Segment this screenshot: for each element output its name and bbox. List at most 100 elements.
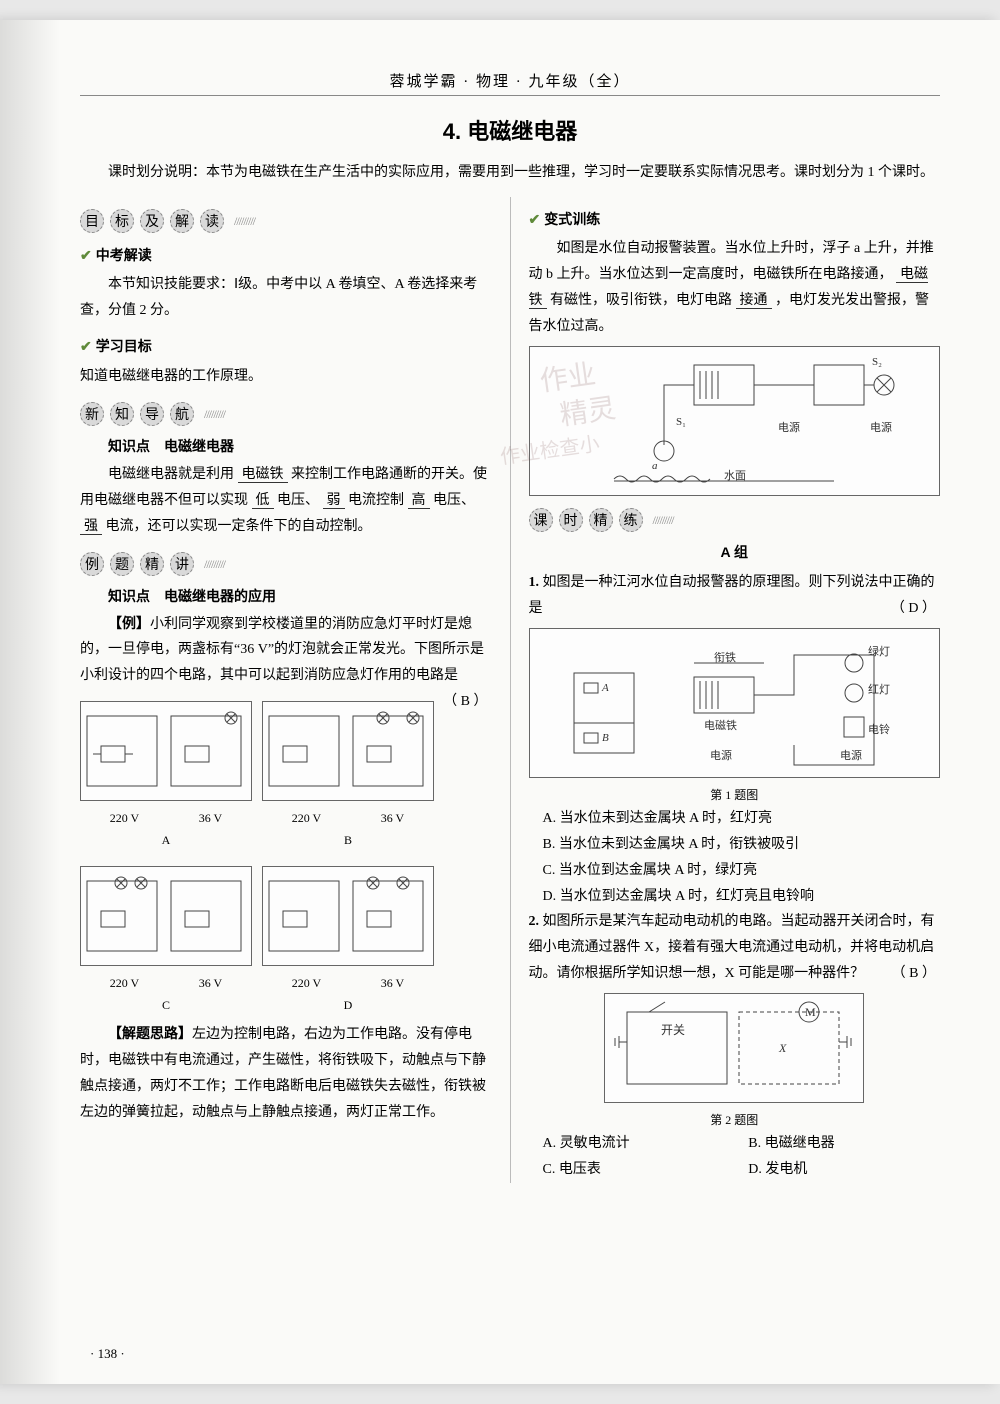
pill-char: 精 xyxy=(589,508,613,532)
left-column: 目 标 及 解 读 ///////// 中考解读 本节知识技能要求：Ⅰ级。中考中… xyxy=(80,197,492,1184)
fig-letter: D xyxy=(262,994,434,1016)
q1-option-d: D. 当水位到达金属块 A 时，红灯亮且电铃响 xyxy=(543,884,941,910)
circuit-diagram-icon xyxy=(262,866,434,966)
example-body: 【例】小利同学观察到学校楼道里的消防应急灯平时灯是熄的，一旦停电，两盏标有“36… xyxy=(80,612,492,690)
q2-option-b: B. 电磁继电器 xyxy=(748,1131,940,1157)
svg-text:电源: 电源 xyxy=(710,748,732,762)
volt-label: 36 V xyxy=(381,807,404,829)
heading-objectives: 目 标 及 解 读 ///////// xyxy=(80,209,492,233)
page: 蓉城学霸 · 物理 · 九年级（全） 4. 电磁继电器 课时划分说明：本节为电磁… xyxy=(0,20,1000,1384)
fig-label-water: 水面 xyxy=(724,469,746,482)
circuit-figure-a: 220 V 36 V A xyxy=(80,695,252,851)
q1-option-b: B. 当水位未到达金属块 A 时，衔铁被吸引 xyxy=(543,832,941,858)
solution-label: 【解题思路】 xyxy=(108,1027,192,1042)
hatch-decor: ///////// xyxy=(204,553,225,575)
hatch-decor: ///////// xyxy=(234,210,255,232)
text: 如图是水位自动报警装置。当水位上升时，浮子 a 上升，并推动 b 上升。当水位达… xyxy=(529,241,934,282)
fig-label-src: 电源 xyxy=(778,420,800,434)
q1-option-a: A. 当水位未到达金属块 A 时，红灯亮 xyxy=(543,806,941,832)
text: 电流控制 xyxy=(348,493,404,508)
circuit-figure-d: 220 V 36 V D xyxy=(262,860,434,1016)
volt-label: 220 V xyxy=(292,972,321,994)
circuit-figure-c: 220 V 36 V C xyxy=(80,860,252,1016)
volt-label: 220 V xyxy=(292,807,321,829)
q1-number: 1. xyxy=(529,575,540,590)
volt-label: 36 V xyxy=(381,972,404,994)
section-title: 4. 电磁继电器 xyxy=(80,114,940,146)
pill-char: 解 xyxy=(170,209,194,233)
pill-char: 新 xyxy=(80,402,104,426)
q1-options: A. 当水位未到达金属块 A 时，红灯亮 B. 当水位未到达金属块 A 时，衔铁… xyxy=(529,806,941,910)
q1-answer: （ D ） xyxy=(891,596,936,622)
q1-body: 1. 如图是一种江河水位自动报警器的原理图。则下列说法中正确的是 （ D ） xyxy=(529,570,941,622)
circuit-diagram-icon xyxy=(80,701,252,801)
solution-body: 【解题思路】左边为控制电路，右边为工作电路。没有停电时，电磁铁中有电流通过，产生… xyxy=(80,1022,492,1126)
pill-char: 标 xyxy=(110,209,134,233)
q2-option-a: A. 灵敏电流计 xyxy=(543,1131,735,1157)
example-label: 【例】 xyxy=(108,617,150,632)
volt-label: 36 V xyxy=(199,972,222,994)
text: 电流，还可以实现一定条件下的自动控制。 xyxy=(106,519,372,534)
q2-figure: 开关 X M xyxy=(604,993,864,1103)
q2-option-c: C. 电压表 xyxy=(543,1157,735,1183)
text: 电磁继电器就是利用 xyxy=(108,467,234,482)
text: 电压、 xyxy=(277,493,319,508)
fig-letter: A xyxy=(80,829,252,851)
pill-char: 目 xyxy=(80,209,104,233)
svg-text:M: M xyxy=(805,1005,816,1019)
svg-text:红灯: 红灯 xyxy=(868,683,890,696)
q2-number: 2. xyxy=(529,914,540,929)
svg-text:X: X xyxy=(778,1041,787,1055)
fig-letter: B xyxy=(262,829,434,851)
exam-paragraph: 本节知识技能要求：Ⅰ级。中考中以 A 卷填空、A 卷选择来考查，分值 2 分。 xyxy=(80,272,492,324)
blank-fill: 弱 xyxy=(323,493,345,509)
svg-text:电源: 电源 xyxy=(840,748,862,762)
subhead-variant: 变式训练 xyxy=(529,207,941,233)
binding-shadow xyxy=(0,20,60,1384)
pill-char: 导 xyxy=(140,402,164,426)
intro-paragraph: 课时划分说明：本节为电磁铁在生产生活中的实际应用，需要用到一些推理，学习时一定要… xyxy=(80,160,940,187)
pill-char: 课 xyxy=(529,508,553,532)
heading-newknowledge: 新 知 导 航 ///////// xyxy=(80,402,492,426)
svg-text:开关: 开关 xyxy=(661,1023,685,1037)
svg-text:A: A xyxy=(601,682,609,694)
svg-text:B: B xyxy=(602,732,609,744)
column-divider xyxy=(510,197,511,1184)
pill-char: 题 xyxy=(110,552,134,576)
text: 电压、 xyxy=(433,493,475,508)
pill-char: 航 xyxy=(170,402,194,426)
blank-fill: 电磁铁 xyxy=(238,467,288,483)
subhead-exam: 中考解读 xyxy=(80,243,492,269)
variant-figure: S₁ S₂ 电源 电源 水面 a 作业 精灵 作业检查小 xyxy=(529,346,941,496)
kp-relay-body: 电磁继电器就是利用 电磁铁 来控制工作电路通断的开关。使用电磁继电器不但可以实现… xyxy=(80,462,492,540)
hatch-decor: ///////// xyxy=(653,509,674,531)
fig-letter: C xyxy=(80,994,252,1016)
svg-text:衔铁: 衔铁 xyxy=(714,651,736,664)
subhead-goals: 学习目标 xyxy=(80,334,492,360)
q1-figure: 绿灯 红灯 电铃 衔铁 电磁铁 电源 电源 A B xyxy=(529,628,941,778)
pill-char: 练 xyxy=(619,508,643,532)
circuit-diagram-icon xyxy=(262,701,434,801)
heading-example: 例 题 精 讲 ///////// xyxy=(80,552,492,576)
pill-char: 例 xyxy=(80,552,104,576)
circuit-figure-b: 220 V 36 V B xyxy=(262,695,434,851)
pill-char: 读 xyxy=(200,209,224,233)
pill-char: 知 xyxy=(110,402,134,426)
text: 如图所示是某汽车起动电动机的电路。当起动器开关闭合时，有细小电流通过器件 X，接… xyxy=(529,914,935,981)
volt-label: 36 V xyxy=(199,807,222,829)
page-number: · 138 · xyxy=(90,1346,125,1362)
q2-body: 2. 如图所示是某汽车起动电动机的电路。当起动器开关闭合时，有细小电流通过器件 … xyxy=(529,909,941,987)
two-column-layout: 目 标 及 解 读 ///////// 中考解读 本节知识技能要求：Ⅰ级。中考中… xyxy=(80,197,940,1184)
q1-option-c: C. 当水位到达金属块 A 时，绿灯亮 xyxy=(543,858,941,884)
q2-option-d: D. 发电机 xyxy=(748,1157,940,1183)
svg-text:电铃: 电铃 xyxy=(868,722,890,736)
q2-fig-caption: 第 2 题图 xyxy=(529,1109,941,1131)
kp-relay-head: 知识点 电磁继电器 xyxy=(80,434,492,460)
blank-fill: 强 xyxy=(80,519,102,535)
svg-text:电磁铁: 电磁铁 xyxy=(704,719,737,732)
volt-label: 220 V xyxy=(110,972,139,994)
circuit-diagram-icon xyxy=(80,866,252,966)
pill-char: 及 xyxy=(140,209,164,233)
text: 有磁性，吸引衔铁，电灯电路 xyxy=(550,293,732,308)
fig-label-a: a xyxy=(652,460,658,472)
